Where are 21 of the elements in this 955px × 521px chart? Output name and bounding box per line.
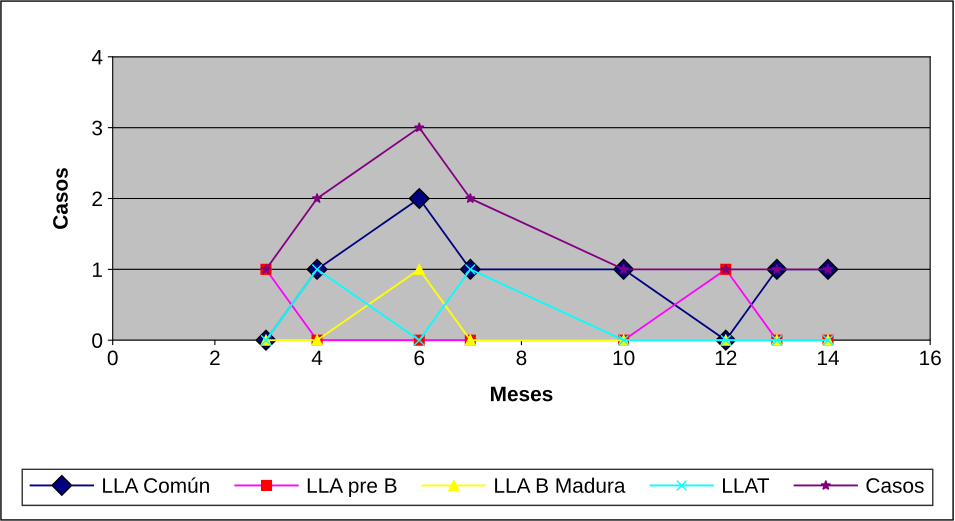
legend-label: LLAT	[723, 478, 770, 493]
x-tick-label: 0	[108, 350, 118, 366]
y-tick-label: 3	[92, 120, 102, 136]
legend-label: LLA Común	[103, 477, 209, 493]
x-tick-label: 8	[516, 350, 526, 366]
x-tick-label: 12	[716, 350, 736, 366]
y-tick-label: 1	[92, 262, 102, 277]
y-tick-label: 2	[92, 192, 102, 206]
x-tick-label: 4	[312, 350, 322, 366]
legend-label: LLA B Madura	[495, 478, 626, 493]
y-tick-label: 0	[92, 333, 102, 348]
legend-label: Casos	[866, 478, 924, 493]
x-tick-label: 6	[414, 350, 424, 366]
x-tick-label: 16	[920, 350, 941, 366]
y-tick-label: 4	[92, 50, 102, 64]
x-tick-label: 14	[818, 350, 839, 366]
legend-label: LLA pre B	[308, 478, 397, 498]
x-axis-title: Meses	[490, 386, 552, 402]
x-tick-label: 2	[210, 350, 220, 366]
y-axis-title: Casos	[53, 168, 68, 229]
x-tick-label: 10	[614, 350, 634, 366]
